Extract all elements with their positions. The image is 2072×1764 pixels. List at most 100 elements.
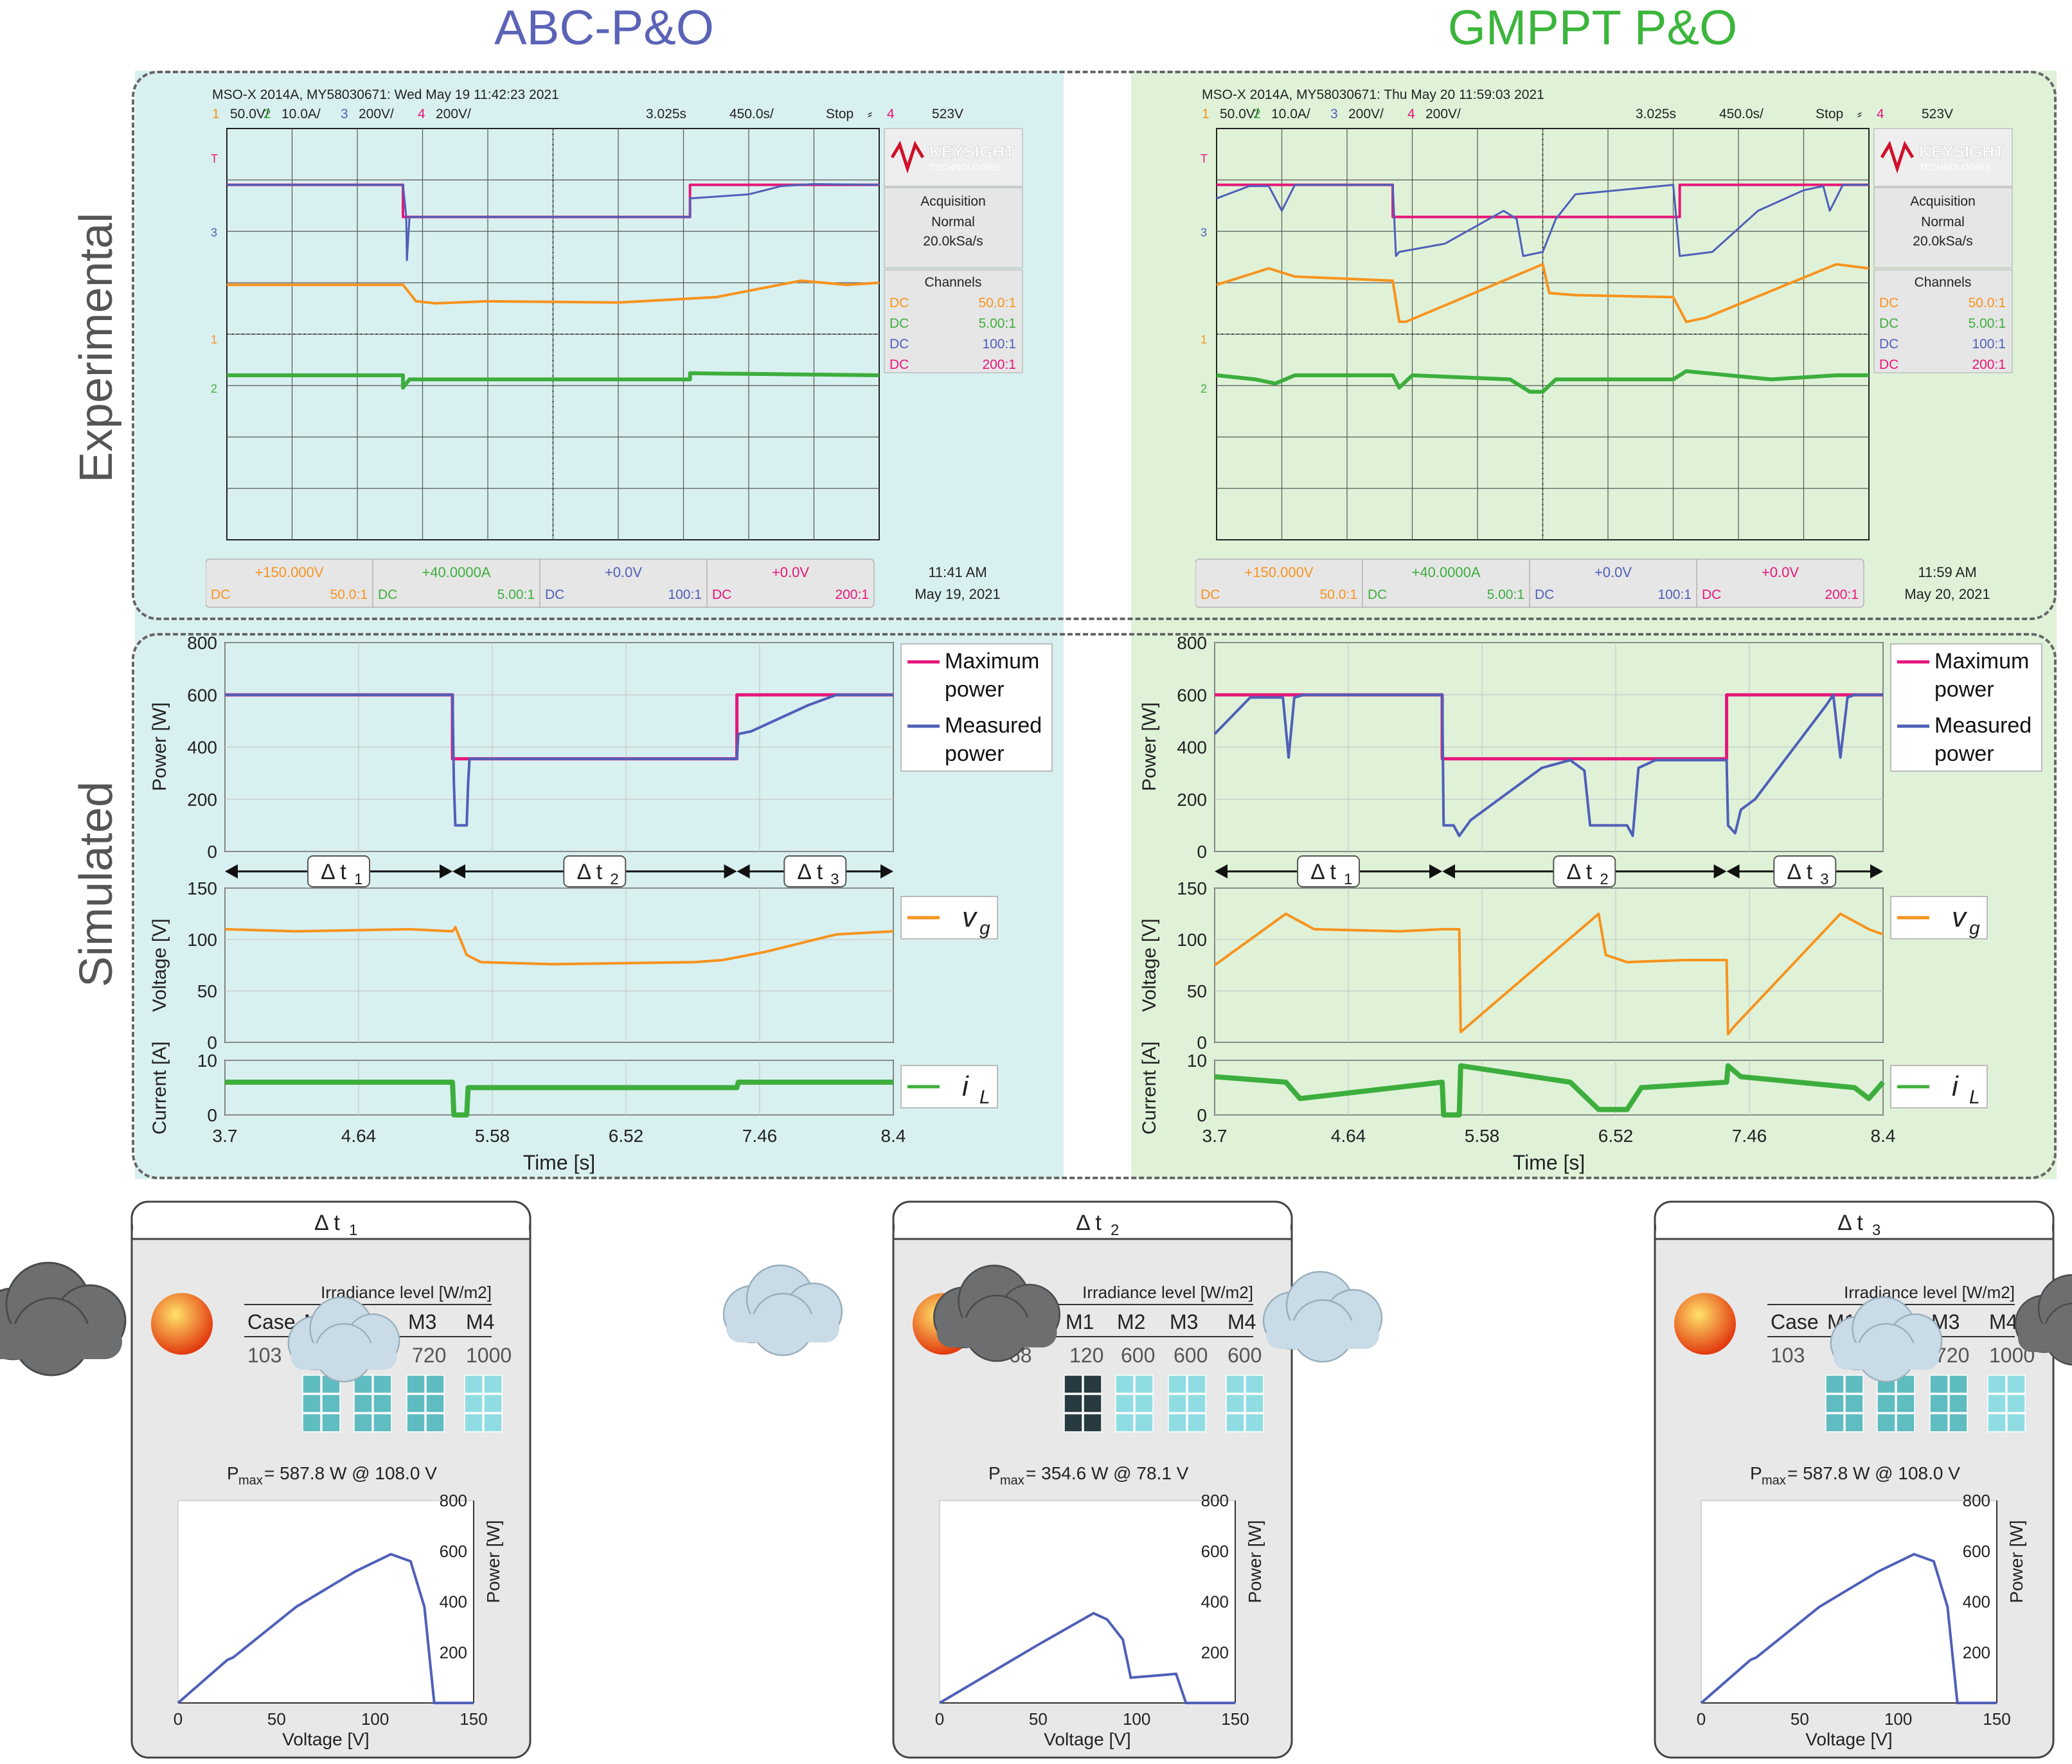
offset-value: +40.0000A xyxy=(422,564,490,580)
scope-trig-ch: 4 xyxy=(887,107,895,121)
pv-cell xyxy=(302,1413,321,1432)
pv-cell xyxy=(1987,1394,2006,1413)
series-maximum-power xyxy=(225,693,893,761)
pv-cell xyxy=(425,1375,445,1394)
legend-subscript: g xyxy=(1969,918,1980,939)
x-axis-label: Time [s] xyxy=(1513,1151,1585,1174)
cloud-part xyxy=(726,1314,839,1342)
irr-value: 600 xyxy=(1121,1344,1155,1367)
pv-cell xyxy=(1245,1394,1264,1413)
offset-ratio: 5.00:1 xyxy=(1487,587,1524,602)
irr-value: 103 xyxy=(247,1344,281,1367)
channel-marker: 2 xyxy=(211,382,217,395)
pv-cell xyxy=(1929,1375,1949,1394)
x-tick-label: 7.46 xyxy=(1732,1126,1767,1146)
legend-box xyxy=(1890,896,1988,940)
pv-chart-bg xyxy=(177,1500,474,1704)
series-measured-power xyxy=(1213,693,1883,837)
pmax-sub: max xyxy=(1000,1474,1024,1488)
scope-header: MSO-X 2014A, MY58030671: Thu May 20 11:5… xyxy=(1202,87,1544,102)
pv-cell xyxy=(1929,1413,1949,1432)
chart-frame xyxy=(1214,887,1884,1043)
pv-cell xyxy=(373,1413,392,1432)
channel-marker: 2 xyxy=(1201,382,1207,395)
pv-x-tick: 0 xyxy=(935,1709,944,1729)
title-left: ABC-P&O xyxy=(283,0,925,56)
offset-ratio: 200:1 xyxy=(1825,587,1859,602)
pv-cell xyxy=(2006,1394,2026,1413)
pv-curve xyxy=(177,1553,474,1704)
dt-arrow-head xyxy=(440,864,453,878)
pv-cell xyxy=(1083,1375,1102,1394)
title-left-text: ABC-P&O xyxy=(494,1,715,55)
offset-value: +40.0000A xyxy=(1411,564,1480,580)
scope-div: 450.0s/ xyxy=(1719,107,1764,121)
pv-cell xyxy=(353,1413,373,1432)
scope-trig-v: 523V xyxy=(932,107,963,121)
pv-cell xyxy=(1844,1413,1864,1432)
pv-x-tick: 100 xyxy=(361,1709,389,1729)
keysight-logo-box xyxy=(1873,128,2013,187)
experimental-frame xyxy=(132,71,2057,620)
pv-cell xyxy=(1134,1413,1154,1432)
sun-disc xyxy=(1674,1293,1736,1355)
pv-x-tick: 50 xyxy=(1791,1709,1809,1729)
pv-cell xyxy=(302,1394,321,1413)
acq-title: Acquisition xyxy=(920,194,986,209)
dt-label-box xyxy=(563,855,627,887)
pv-cell xyxy=(1844,1394,1864,1413)
pv-cell xyxy=(483,1375,503,1394)
pv-cell xyxy=(1825,1375,1844,1394)
pv-xlabel: Voltage [V] xyxy=(282,1729,369,1749)
y-tick-label: 400 xyxy=(187,738,217,758)
chart-frame xyxy=(1214,1060,1884,1116)
title-right: GMPPT P&O xyxy=(1271,0,1914,56)
series-vg xyxy=(224,925,894,966)
channel-marker: 1 xyxy=(211,333,217,346)
y-tick-label: 150 xyxy=(1177,878,1207,898)
pv-y-tick: 200 xyxy=(1963,1643,1990,1662)
irr-value: 103 xyxy=(1771,1344,1805,1367)
dt-label: Δ t xyxy=(797,860,823,884)
pv-y-tick: 600 xyxy=(1201,1542,1229,1561)
pv-cell xyxy=(1187,1375,1206,1394)
brand-sub: TECHNOLOGIES xyxy=(929,162,1001,172)
pv-cell xyxy=(1987,1375,2006,1394)
series-il xyxy=(1214,1063,1886,1118)
chart-abc-p-o-il: 0 10 3.7 4.64 5.58 6.52 7.46 8.4 xyxy=(197,1051,906,1146)
cloud-part xyxy=(290,1343,397,1370)
scope-trace-il xyxy=(1216,369,1869,394)
pv-cell xyxy=(1168,1375,1187,1394)
panel-title: Δ t xyxy=(314,1211,340,1235)
channel-ratio: 200:1 xyxy=(982,357,1016,372)
dt-label: Δ t xyxy=(1310,860,1336,884)
pv-y-tick: 800 xyxy=(1963,1491,1990,1510)
offset-coupling: DC xyxy=(1368,587,1387,602)
channel-ratio: 100:1 xyxy=(982,337,1016,352)
acq-rate: 20.0kSa/s xyxy=(923,234,983,249)
dt-subscript: 1 xyxy=(1344,871,1352,888)
legend-text: Measured xyxy=(945,713,1042,738)
acq-box xyxy=(884,187,1023,269)
pmax-sub: max xyxy=(1762,1474,1786,1488)
scope-trace-meas xyxy=(227,183,880,262)
keysight-logo-icon xyxy=(890,141,925,174)
pv-chart-bg xyxy=(939,1500,1236,1704)
pv-y-tick: 800 xyxy=(1201,1491,1229,1510)
pv-cell xyxy=(1949,1394,1968,1413)
y-tick-label: 200 xyxy=(1177,790,1207,810)
dt-arrow-head xyxy=(880,864,893,878)
y-tick-label: 50 xyxy=(197,981,217,1001)
pv-cell xyxy=(1064,1375,1083,1394)
legend-text: Measured xyxy=(1934,713,2032,738)
offset-value: +0.0V xyxy=(1594,564,1632,580)
offset-coupling: DC xyxy=(211,587,230,602)
legend-symbol: i xyxy=(1952,1071,1959,1102)
y-tick-label: 100 xyxy=(1177,930,1207,950)
scope-ch-scale: 50.0V/ xyxy=(1220,107,1259,121)
scope-gmppt: MSO-X 2014A, MY58030671: Thu May 20 11:5… xyxy=(1195,84,2037,617)
pv-cell xyxy=(1134,1375,1154,1394)
channels-title: Channels xyxy=(925,275,982,290)
pv-cell xyxy=(1187,1394,1206,1413)
pv-cell xyxy=(1187,1413,1206,1432)
